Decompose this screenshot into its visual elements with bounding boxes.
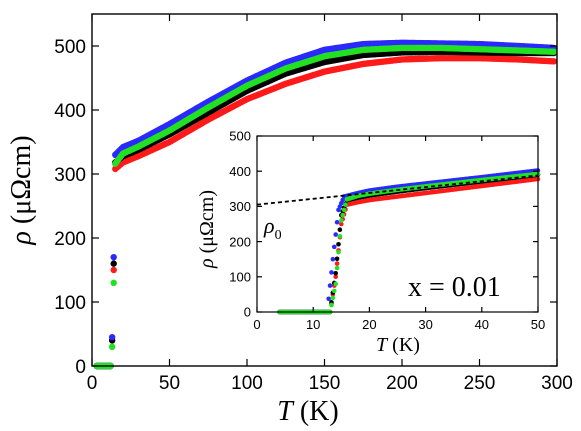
y-axis-symbol: ρ (6, 231, 37, 245)
data-point (330, 295, 336, 301)
x-axis-symbol: T (277, 396, 295, 427)
data-point (110, 266, 117, 274)
data-point (326, 296, 331, 302)
rho0-symbol: ρ (263, 213, 275, 238)
y-axis-title: ρ (μΩcm) (6, 135, 37, 245)
x-tick-label: 10 (306, 317, 320, 332)
data-point (333, 274, 338, 280)
data-point (327, 283, 333, 288)
data-point (340, 212, 346, 218)
y-axis-symbol: ρ (196, 258, 218, 269)
x-tick-label: 30 (418, 317, 432, 332)
data-point (334, 261, 340, 266)
x-tick-label: 20 (362, 317, 376, 332)
x-tick-label: 150 (309, 373, 341, 394)
x-axis-title: T (K) (277, 396, 338, 427)
data-point (550, 48, 558, 55)
data-point (550, 58, 558, 65)
data-point (110, 279, 117, 286)
data-point (339, 221, 344, 227)
data-point (331, 288, 337, 294)
rho0-subscript: 0 (275, 228, 282, 243)
composition-label: x = 0.01 (408, 272, 501, 303)
y-tick-label: 200 (229, 234, 251, 249)
y-axis-title: ρ (μΩcm) (196, 190, 218, 269)
data-point (337, 227, 343, 233)
rho0-label: ρ0 (263, 213, 282, 243)
y-tick-label: 200 (54, 229, 86, 250)
data-point (334, 265, 340, 271)
x-axis-unit: (K) (300, 396, 339, 427)
x-tick-label: 50 (531, 317, 545, 332)
y-axis-unit: (μΩcm) (196, 190, 218, 253)
plot-area (257, 136, 538, 312)
data-point (336, 241, 341, 247)
x-tick-label: 50 (159, 373, 180, 394)
y-tick-label: 100 (229, 269, 251, 284)
data-point (110, 254, 117, 261)
y-tick-label: 500 (54, 37, 86, 58)
y-tick-label: 0 (244, 305, 251, 320)
data-point (337, 234, 343, 239)
y-tick-label: 400 (229, 164, 251, 179)
y-tick-label: 500 (229, 129, 251, 144)
y-tick-label: 300 (54, 165, 86, 186)
x-tick-label: 0 (87, 373, 98, 394)
x-axis-title: T (K) (376, 334, 420, 356)
y-tick-label: 300 (229, 199, 251, 214)
extrapolation-line (256, 174, 539, 206)
x-tick-label: 40 (475, 317, 489, 332)
series-0 (93, 54, 558, 370)
data-point (336, 249, 341, 255)
data-point (331, 244, 337, 250)
data-point (334, 256, 340, 262)
x-tick-label: 200 (386, 373, 418, 394)
data-point (334, 219, 340, 225)
y-axis-unit: (μΩcm) (6, 135, 37, 224)
y-tick-label: 100 (54, 293, 86, 314)
series-3 (93, 44, 558, 370)
data-point (329, 302, 334, 308)
data-point (343, 202, 348, 207)
data-point (110, 260, 117, 267)
data-point (341, 207, 347, 213)
data-point (329, 270, 334, 275)
x-tick-label: 300 (541, 373, 573, 394)
plot-frame (256, 135, 539, 313)
data-point (330, 256, 336, 262)
data-point (333, 232, 338, 237)
x-tick-label: 100 (231, 373, 263, 394)
data-point (333, 270, 338, 276)
data-point (339, 218, 344, 223)
y-tick-label: 400 (54, 101, 86, 122)
x-tick-label: 0 (253, 317, 260, 332)
x-axis-symbol: T (376, 334, 389, 356)
data-point (108, 334, 116, 341)
data-point (108, 343, 116, 350)
x-tick-label: 250 (464, 373, 496, 394)
y-tick-label: 0 (75, 357, 86, 378)
x-axis-unit: (K) (392, 334, 420, 356)
data-point (333, 281, 338, 287)
